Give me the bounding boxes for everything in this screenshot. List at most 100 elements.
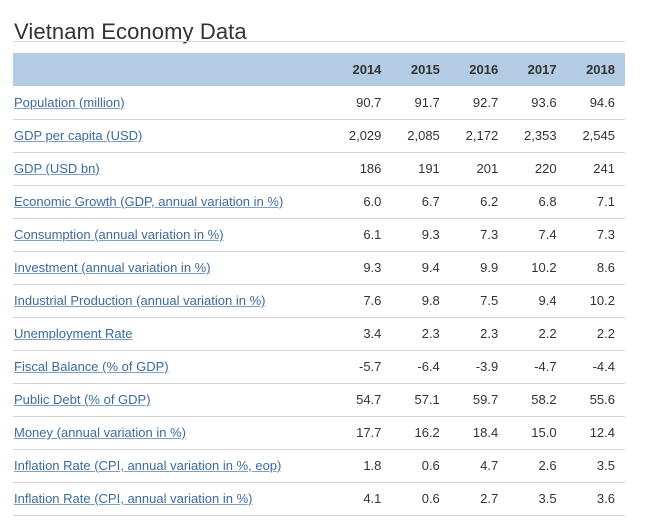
value-cell-2015: -6.4 bbox=[391, 350, 450, 384]
table-row: Public Debt (% of GDP) 54.7 57.1 59.7 58.2 55… bbox=[13, 383, 625, 417]
indicator-cell: Population (million) bbox=[13, 86, 334, 120]
value-cell-2018: 3.5 bbox=[566, 449, 625, 483]
value-cell-2015: 0.6 bbox=[391, 449, 450, 483]
indicator-link[interactable]: Economic Growth (GDP, annual variation i… bbox=[14, 194, 284, 209]
value-cell-2017: 58.2 bbox=[508, 383, 567, 417]
value-cell-2015: 57.1 bbox=[391, 383, 450, 417]
indicator-link[interactable]: Industrial Production (annual variation … bbox=[14, 293, 266, 308]
value-cell-2016: 2,172 bbox=[449, 119, 509, 153]
value-cell-2015: 91.7 bbox=[391, 86, 450, 120]
value-cell-2018: 3.6 bbox=[566, 482, 625, 516]
indicator-cell: Unemployment Rate bbox=[13, 317, 334, 351]
indicator-cell: Industrial Production (annual variation … bbox=[13, 284, 334, 318]
value-cell-2014: 3.4 bbox=[333, 317, 392, 351]
value-cell-2014: 1.8 bbox=[333, 449, 392, 483]
value-cell-2015: 0.6 bbox=[391, 482, 450, 516]
value-cell-2014: 2,029 bbox=[333, 119, 392, 153]
indicator-cell: Inflation Rate (CPI, annual variation in… bbox=[13, 449, 334, 483]
indicator-cell: GDP (USD bn) bbox=[13, 152, 334, 186]
value-cell-2016: -3.9 bbox=[449, 350, 509, 384]
value-cell-2018: 241 bbox=[566, 152, 625, 186]
header-year-2015: 2015 bbox=[391, 53, 450, 86]
value-cell-2014: 90.7 bbox=[333, 86, 392, 120]
header-year-2017: 2017 bbox=[508, 53, 567, 86]
value-cell-2017: 93.6 bbox=[508, 86, 567, 120]
value-cell-2018: 7.3 bbox=[566, 218, 625, 252]
header-indicator-cell bbox=[13, 53, 334, 86]
value-cell-2014: 6.0 bbox=[333, 185, 392, 219]
value-cell-2016: 6.2 bbox=[449, 185, 509, 219]
value-cell-2016: 18.4 bbox=[449, 416, 509, 450]
value-cell-2016: 59.7 bbox=[449, 383, 509, 417]
indicator-link[interactable]: Money (annual variation in %) bbox=[14, 425, 186, 440]
indicator-link[interactable]: GDP per capita (USD) bbox=[14, 128, 143, 143]
indicator-cell: Economic Growth (GDP, annual variation i… bbox=[13, 185, 334, 219]
value-cell-2015: 2.3 bbox=[391, 317, 450, 351]
table-row: Industrial Production (annual variation … bbox=[13, 284, 625, 318]
value-cell-2018: 12.4 bbox=[566, 416, 625, 450]
indicator-cell: GDP per capita (USD) bbox=[13, 119, 334, 153]
value-cell-2017: 10.2 bbox=[508, 251, 567, 285]
value-cell-2017: 9.4 bbox=[508, 284, 567, 318]
value-cell-2015: 2,085 bbox=[391, 119, 450, 153]
value-cell-2018: 7.1 bbox=[566, 185, 625, 219]
value-cell-2017: 220 bbox=[508, 152, 567, 186]
indicator-link[interactable]: Consumption (annual variation in %) bbox=[14, 227, 224, 242]
title-divider bbox=[13, 41, 625, 42]
value-cell-2017: 2.2 bbox=[508, 317, 567, 351]
value-cell-2014: 7.6 bbox=[333, 284, 392, 318]
indicator-link[interactable]: Public Debt (% of GDP) bbox=[14, 392, 151, 407]
indicator-link[interactable]: Investment (annual variation in %) bbox=[14, 260, 211, 275]
indicator-cell: Fiscal Balance (% of GDP) bbox=[13, 350, 334, 384]
value-cell-2016: 2.7 bbox=[449, 482, 509, 516]
value-cell-2018: 2.2 bbox=[566, 317, 625, 351]
table-row: Inflation Rate (CPI, annual variation in… bbox=[13, 449, 625, 483]
indicator-link[interactable]: Population (million) bbox=[14, 94, 125, 110]
table-row: Consumption (annual variation in %) 6.1 9.… bbox=[13, 218, 625, 252]
value-cell-2017: 6.8 bbox=[508, 185, 567, 219]
indicator-cell: Inflation Rate (CPI, annual variation in… bbox=[13, 482, 334, 516]
indicator-cell: Consumption (annual variation in %) bbox=[13, 218, 334, 252]
value-cell-2016: 7.3 bbox=[449, 218, 509, 252]
value-cell-2015: 16.2 bbox=[391, 416, 450, 450]
page-title: Vietnam Economy Data bbox=[14, 18, 247, 44]
header-year-2014: 2014 bbox=[333, 53, 392, 86]
value-cell-2017: 2,353 bbox=[508, 119, 567, 153]
indicator-link[interactable]: GDP (USD bn) bbox=[14, 161, 100, 176]
value-cell-2017: 7.4 bbox=[508, 218, 567, 252]
header-year-2016: 2016 bbox=[449, 53, 509, 86]
indicator-cell: Public Debt (% of GDP) bbox=[13, 383, 334, 417]
value-cell-2018: 94.6 bbox=[566, 86, 625, 120]
table-row: GDP per capita (USD) 2,029 2,085 2,172 2,353… bbox=[13, 119, 625, 153]
table-row: Investment (annual variation in %) 9.3 9.4… bbox=[13, 251, 625, 285]
header-year-2018: 2018 bbox=[566, 53, 625, 86]
value-cell-2016: 92.7 bbox=[449, 86, 509, 120]
indicator-cell: Investment (annual variation in %) bbox=[13, 251, 334, 285]
value-cell-2015: 9.3 bbox=[391, 218, 450, 252]
indicator-link[interactable]: Inflation Rate (CPI, annual variation in… bbox=[14, 491, 253, 506]
value-cell-2014: 9.3 bbox=[333, 251, 392, 285]
table-row: Population (million) 90.7 91.7 92.7 93.6 94.6 bbox=[13, 86, 625, 120]
table-row: Money (annual variation in %) 17.7 16.2 18.… bbox=[13, 416, 625, 450]
value-cell-2015: 9.4 bbox=[391, 251, 450, 285]
table-row: Economic Growth (GDP, annual variation i… bbox=[13, 185, 625, 219]
value-cell-2016: 4.7 bbox=[449, 449, 509, 483]
indicator-link[interactable]: Inflation Rate (CPI, annual variation in… bbox=[14, 458, 282, 473]
value-cell-2018: 2,545 bbox=[566, 119, 625, 153]
value-cell-2017: 3.5 bbox=[508, 482, 567, 516]
value-cell-2016: 2.3 bbox=[449, 317, 509, 351]
value-cell-2017: -4.7 bbox=[508, 350, 567, 384]
value-cell-2015: 6.7 bbox=[391, 185, 450, 219]
value-cell-2016: 9.9 bbox=[449, 251, 509, 285]
value-cell-2018: 10.2 bbox=[566, 284, 625, 318]
indicator-cell: Money (annual variation in %) bbox=[13, 416, 334, 450]
table-row: Inflation Rate (CPI, annual variation in… bbox=[13, 482, 625, 516]
value-cell-2015: 9.8 bbox=[391, 284, 450, 318]
table-row: Fiscal Balance (% of GDP) -5.7 -6.4 -3.9 -4.… bbox=[13, 350, 625, 384]
value-cell-2016: 7.5 bbox=[449, 284, 509, 318]
value-cell-2018: 8.6 bbox=[566, 251, 625, 285]
indicator-link[interactable]: Fiscal Balance (% of GDP) bbox=[14, 359, 169, 374]
value-cell-2014: 17.7 bbox=[333, 416, 392, 450]
value-cell-2016: 201 bbox=[449, 152, 509, 186]
indicator-link[interactable]: Unemployment Rate bbox=[14, 326, 133, 341]
